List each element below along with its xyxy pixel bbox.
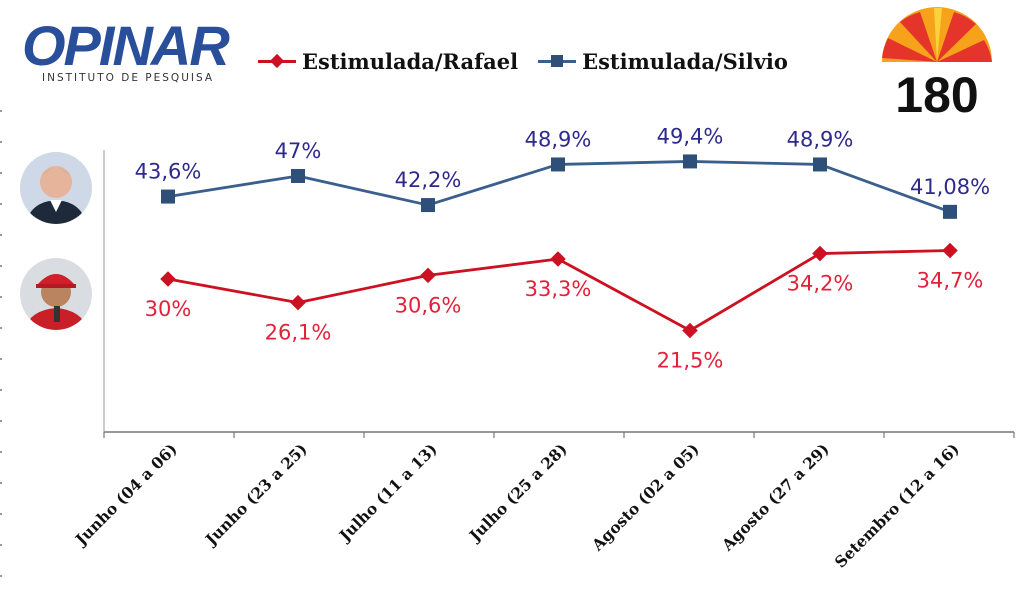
legend-line-rafael — [258, 53, 296, 68]
data-point-rafael — [290, 294, 306, 311]
edge-dot — [0, 296, 2, 298]
opinar-logo: OPINAR INSTITUTO DE PESQUISA — [22, 14, 230, 85]
legend-line-silvio — [538, 54, 577, 67]
data-point-silvio — [683, 154, 697, 169]
edge-dot — [0, 234, 2, 236]
data-label: 30% — [145, 297, 192, 321]
legend-label-rafael: Estimulada/Rafael — [302, 48, 519, 74]
person-icon — [20, 258, 92, 330]
data-point-silvio — [421, 198, 435, 213]
square-marker-icon — [551, 54, 564, 67]
edge-dot — [0, 327, 2, 329]
data-label: 33,3% — [525, 277, 592, 301]
x-tick-label: Julho (11 a 13) — [334, 439, 441, 546]
edge-dot — [0, 513, 2, 515]
x-tick-label: Junho (23 a 25) — [200, 439, 311, 550]
chart-data-labels: 30% 26,1% 30,6% 33,3% 21,5% 34,2% 34,7% 43,6% 47… — [135, 124, 990, 372]
data-point-silvio — [813, 157, 827, 172]
data-label: 48,9% — [525, 127, 592, 151]
partner-logo-text: 180 — [895, 67, 978, 116]
edge-dot — [0, 172, 2, 174]
data-label: 41,08% — [910, 175, 990, 199]
data-label: 43,6% — [135, 160, 202, 184]
data-point-silvio — [551, 157, 565, 172]
x-tick-label: Agosto (27 a 29) — [717, 439, 833, 555]
legend-item-rafael: Estimulada/Rafael — [258, 49, 518, 74]
data-point-rafael — [420, 267, 436, 284]
edge-dot — [0, 575, 2, 577]
person-icon — [20, 152, 92, 224]
x-tick-label: Agosto (02 a 05) — [587, 439, 703, 555]
chart-axes — [103, 150, 1015, 438]
x-tick-label: Setembro (12 a 16) — [831, 439, 963, 571]
data-point-rafael — [942, 242, 958, 259]
edge-dot — [0, 389, 2, 391]
edge-dot — [0, 482, 2, 484]
avatar-rafael — [20, 258, 92, 330]
opinar-wordmark: OPINAR — [22, 14, 230, 77]
edge-dot — [0, 358, 2, 360]
data-label: 34,2% — [787, 272, 854, 296]
edge-dot — [0, 110, 2, 112]
data-label: 49,4% — [657, 124, 724, 148]
data-label: 21,5% — [657, 349, 724, 373]
data-label: 30,6% — [395, 293, 462, 317]
opinar-tagline: INSTITUTO DE PESQUISA — [42, 72, 215, 84]
data-label: 48,9% — [787, 127, 854, 151]
partner-logo-180: 180 — [882, 7, 992, 116]
x-tick-labels: Junho (04 a 06) Junho (23 a 25) Julho (11 … — [70, 439, 963, 571]
data-label: 42,2% — [395, 168, 462, 192]
data-point-rafael — [682, 322, 698, 339]
data-point-rafael — [160, 271, 176, 287]
data-point-rafael — [812, 245, 828, 262]
edge-dot — [0, 141, 2, 143]
data-label: 47% — [275, 139, 322, 163]
legend-label-silvio: Estimulada/Silvio — [582, 48, 788, 74]
data-point-rafael — [550, 251, 566, 267]
edge-dot — [0, 265, 2, 267]
left-edge-dots — [0, 110, 2, 577]
edge-dot — [0, 451, 2, 453]
edge-dot — [0, 203, 2, 205]
data-point-silvio — [161, 189, 175, 204]
data-point-silvio — [291, 168, 305, 183]
avatar-silvio — [20, 152, 92, 224]
edge-dot — [0, 420, 2, 422]
data-label: 26,1% — [265, 321, 332, 345]
data-label: 34,7% — [917, 269, 984, 293]
chart-series — [160, 154, 958, 339]
data-point-silvio — [943, 204, 957, 219]
x-tick-label: Julho (25 a 28) — [464, 439, 571, 546]
chart-legend: Estimulada/Rafael Estimulada/Silvio — [258, 44, 808, 78]
legend-item-silvio: Estimulada/Silvio — [538, 49, 788, 74]
edge-dot — [0, 544, 2, 546]
x-tick-label: Junho (04 a 06) — [70, 439, 181, 550]
